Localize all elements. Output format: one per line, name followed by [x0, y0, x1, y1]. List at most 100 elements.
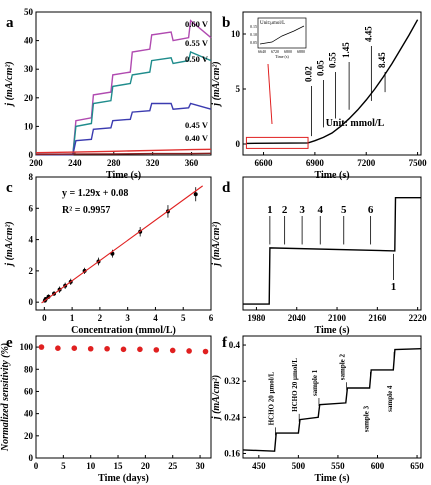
- plot-frame: [242, 335, 422, 459]
- x-axis-label: Time (s): [314, 473, 349, 484]
- series-line: [36, 51, 212, 156]
- injection-label: 0.02: [303, 66, 313, 82]
- data-point: [137, 346, 143, 353]
- x-axis-label: Time (s): [314, 170, 349, 181]
- y-tick-label: 0: [29, 453, 34, 463]
- x-axis-label: Time (s): [314, 325, 349, 336]
- y-tick-label: 8: [29, 172, 34, 182]
- series-line: [242, 348, 422, 452]
- y-axis-label: j (mA/cm²): [4, 221, 15, 267]
- fit-equation: y = 1.29x + 0.08: [62, 188, 128, 199]
- panel-label: e: [6, 335, 13, 351]
- y-tick-label: 30: [24, 64, 34, 74]
- x-tick-label: 450: [252, 461, 266, 471]
- injection-label: HCHO 20 μmol/L: [291, 358, 299, 412]
- x-tick-label: 7500: [409, 158, 428, 168]
- x-tick-label: 25: [168, 461, 178, 471]
- series-line: [36, 19, 212, 155]
- series-line: [36, 102, 212, 156]
- x-axis-label: Time (s): [106, 170, 141, 181]
- y-tick-label: 100: [20, 342, 34, 352]
- y-tick-label: 10: [231, 29, 241, 39]
- chart-panel-a: a 200 240 280 320 360 0 10 20 30 40 50 Time (s) j (mA…: [4, 7, 212, 181]
- x-tick-label: 240: [68, 158, 82, 168]
- panel-label: a: [6, 15, 14, 31]
- injection-label: 4.45: [363, 26, 373, 42]
- x-tick-label: 600: [371, 461, 385, 471]
- y-tick-label: 0.4: [229, 340, 241, 350]
- inset-line: [259, 25, 305, 45]
- chart-panel-d: d 1980 2040 2100 2160 2220 Time (s) j (mA/cm²) 1…: [211, 176, 428, 336]
- y-tick-label: 50: [24, 7, 34, 17]
- injection-label: 1: [267, 204, 273, 216]
- inset-y-tick: 0.15: [250, 24, 257, 29]
- fit-r2: R² = 0.9957: [62, 205, 110, 216]
- x-tick-label: 5: [61, 461, 66, 471]
- chart-panel-c: c 0 1 2 3 4 5 6 0 2 4 6 8 Concentration (mmol/L) j (mA…: [4, 172, 214, 336]
- panel-label: d: [222, 180, 231, 196]
- plot-frame: [35, 335, 212, 459]
- data-point: [202, 348, 209, 355]
- x-tick-label: 2160: [368, 313, 387, 323]
- x-tick-label: 20: [141, 461, 151, 471]
- plot-frame: [35, 176, 212, 311]
- x-axis-label: Time (days): [98, 473, 149, 484]
- plot-frame: [242, 176, 422, 311]
- x-tick-label: 3: [125, 313, 130, 323]
- unit-annotation: Unit: mmol/L: [326, 118, 385, 129]
- inset-x-tick: 6800: [284, 49, 292, 54]
- y-tick-label: 0: [236, 139, 241, 149]
- plot-frame: [35, 11, 212, 156]
- data-point: [104, 345, 110, 352]
- data-point: [55, 345, 61, 352]
- x-tick-label: 6600: [255, 158, 274, 168]
- x-tick-label: 10: [86, 461, 96, 471]
- y-tick-label: 0.32: [224, 376, 240, 386]
- x-tick-label: 280: [107, 158, 121, 168]
- x-tick-label: 2100: [328, 313, 347, 323]
- injection-label: HCHO 20 μmol/L: [267, 371, 275, 425]
- y-tick-label: 20: [24, 93, 34, 103]
- chart-panel-b: b 6600 6900 7200 7500 0 5 10 Time (s) j (mA/cm²) U…: [211, 11, 428, 181]
- data-point: [193, 192, 198, 197]
- injection-label: 6: [368, 204, 374, 216]
- y-tick-label: 0: [29, 297, 34, 307]
- y-tick-label: 40: [24, 36, 34, 46]
- y-tick-label: 4: [29, 235, 34, 245]
- series-line: [35, 148, 212, 154]
- y-tick-label: 20: [24, 431, 34, 441]
- y-tick-label: 2: [29, 266, 34, 276]
- data-point: [120, 346, 127, 353]
- injection-label: sample 3: [362, 405, 370, 432]
- chart-panel-e: e 0 5 10 15 20 25 30 0 20 40 60 80 100 Time (days) Norm…: [0, 335, 212, 484]
- x-tick-label: 1: [70, 313, 75, 323]
- chart-panel-f: f 450 500 550 600 650 0.16 0.24 0.32 0.4 Time (s) j…: [211, 335, 424, 484]
- data-point: [169, 347, 176, 354]
- x-tick-label: 200: [29, 158, 43, 168]
- data-point: [87, 345, 94, 352]
- series-label: 0.40 V: [185, 133, 209, 143]
- y-tick-label: 6: [29, 203, 34, 213]
- x-tick-label: 6: [209, 313, 214, 323]
- injection-label: sample 1: [311, 369, 319, 396]
- injection-label: 0.05: [315, 60, 325, 76]
- inset-y-tick: 0.10: [250, 32, 257, 37]
- injection-label: 0.55: [327, 52, 337, 68]
- x-tick-label: 15: [114, 461, 124, 471]
- y-tick-label: 80: [24, 364, 34, 374]
- x-tick-label: 6900: [306, 158, 325, 168]
- x-tick-label: 2040: [288, 313, 307, 323]
- y-axis-label: Normalized sensitivity (%): [0, 343, 11, 452]
- y-tick-label: 5: [236, 84, 241, 94]
- fit-line: [41, 185, 203, 304]
- x-tick-label: 30: [196, 461, 206, 471]
- y-tick-label: 0.16: [224, 448, 240, 458]
- data-point: [153, 347, 160, 353]
- plot-frame: [242, 11, 422, 156]
- y-tick-label: 0.24: [224, 412, 240, 422]
- inset-y-tick: 0.05: [250, 40, 257, 45]
- inset-label: Unit:μmol/L: [260, 21, 285, 26]
- y-tick-label: 60: [24, 386, 34, 396]
- injection-label: sample 2: [339, 353, 347, 380]
- x-tick-label: 2220: [409, 313, 428, 323]
